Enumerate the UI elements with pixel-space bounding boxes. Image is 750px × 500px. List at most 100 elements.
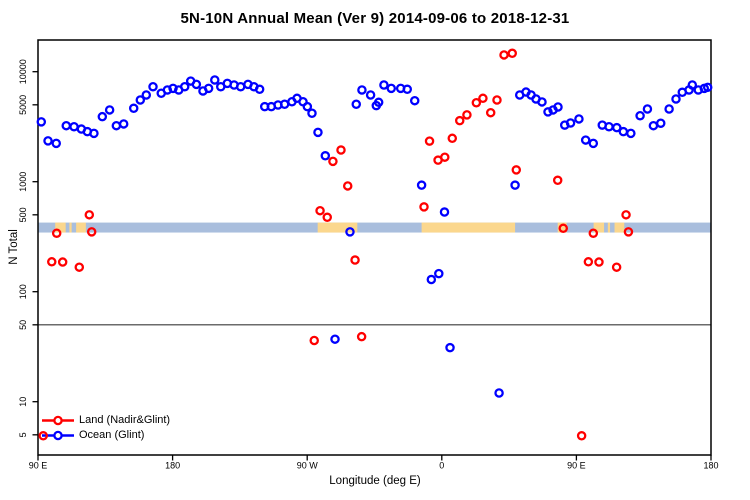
- data-point-ocean: [580, 135, 591, 145]
- data-point-land: [84, 210, 95, 220]
- data-point-ocean: [642, 104, 653, 114]
- data-point-land: [485, 107, 496, 118]
- data-point-land: [492, 95, 502, 105]
- data-point-ocean: [345, 227, 355, 237]
- legend-marker-ocean: [53, 430, 63, 441]
- map-strip-ocean: [38, 222, 711, 233]
- data-point-ocean: [148, 81, 158, 92]
- data-point-ocean: [386, 83, 397, 94]
- data-point-ocean: [588, 138, 599, 149]
- data-point-ocean: [351, 99, 362, 109]
- data-point-ocean: [702, 82, 713, 93]
- y-tick-label: 500: [18, 207, 28, 222]
- data-point-ocean: [302, 101, 313, 112]
- data-point-ocean: [565, 118, 576, 128]
- legend-marker-land: [53, 415, 63, 426]
- data-point-ocean: [365, 90, 376, 100]
- map-strip-land-patch: [69, 222, 72, 233]
- data-point-ocean: [445, 342, 455, 353]
- data-point-land: [309, 335, 319, 346]
- data-point-ocean: [330, 334, 340, 344]
- y-tick-label: 5: [18, 432, 28, 437]
- y-tick-label: 100: [18, 284, 28, 299]
- y-tick-label: 5000: [18, 95, 28, 115]
- legend-label-ocean: Ocean (Glint): [79, 429, 145, 441]
- data-point-ocean: [51, 138, 61, 149]
- data-point-ocean: [426, 274, 437, 285]
- data-point-ocean: [179, 81, 190, 92]
- data-point-ocean: [439, 207, 450, 217]
- data-point-ocean: [36, 117, 47, 127]
- data-point-ocean: [671, 94, 681, 104]
- data-point-land: [552, 175, 563, 186]
- data-point-land: [342, 181, 353, 191]
- data-point-ocean: [235, 81, 246, 92]
- data-point-ocean: [655, 118, 666, 128]
- data-point-ocean: [320, 151, 331, 161]
- data-point-ocean: [97, 111, 108, 122]
- map-strip-land-patch: [593, 222, 605, 233]
- data-point-land: [350, 255, 360, 265]
- data-point-ocean: [409, 95, 420, 106]
- data-point-land: [424, 136, 435, 146]
- y-tick-label: 1000: [18, 172, 28, 192]
- data-point-land: [74, 262, 85, 272]
- data-point-ocean: [379, 80, 389, 90]
- data-point-land: [47, 257, 57, 267]
- data-point-land: [462, 110, 472, 120]
- y-tick-label: 50: [18, 320, 28, 330]
- data-point-ocean: [574, 114, 584, 124]
- data-point-ocean: [89, 128, 99, 139]
- data-point-ocean: [313, 127, 323, 138]
- map-strip-land-patch: [55, 222, 66, 233]
- data-point-land: [322, 212, 332, 223]
- data-point-land: [594, 257, 604, 267]
- data-point-ocean: [135, 95, 146, 105]
- data-point-land: [447, 133, 458, 144]
- map-strip-land-patch: [421, 222, 516, 233]
- data-point-ocean: [118, 119, 129, 129]
- data-point-land: [471, 98, 482, 108]
- data-point-ocean: [618, 126, 629, 137]
- data-point-ocean: [510, 180, 520, 190]
- data-point-ocean: [357, 85, 367, 95]
- data-point-ocean: [373, 97, 384, 108]
- y-tick-label: 10000: [18, 59, 28, 84]
- map-strip-land-patch: [557, 222, 567, 233]
- data-point-land: [511, 165, 522, 175]
- data-point-ocean: [635, 110, 645, 121]
- data-point-ocean: [494, 388, 504, 398]
- plot-border: [37, 39, 712, 456]
- data-point-ocean: [553, 102, 563, 112]
- data-point-land: [86, 227, 97, 237]
- data-point-ocean: [191, 79, 202, 90]
- data-point-ocean: [543, 107, 553, 117]
- x-tick-label: 180: [165, 461, 180, 471]
- data-point-ocean: [279, 99, 290, 109]
- y-axis-title: N Total: [8, 229, 20, 265]
- data-point-ocean: [210, 75, 220, 85]
- data-point-ocean: [61, 120, 72, 131]
- data-point-land: [611, 262, 622, 272]
- data-point-land: [336, 145, 346, 155]
- data-point-ocean: [604, 121, 614, 132]
- data-point-ocean: [537, 97, 547, 107]
- data-point-land: [621, 210, 631, 220]
- x-tick-label: 0: [439, 461, 444, 471]
- y-tick-label: 10: [18, 397, 28, 407]
- data-point-land: [419, 202, 429, 212]
- data-point-land: [499, 50, 509, 60]
- data-point-ocean: [111, 120, 122, 131]
- data-point-ocean: [434, 268, 444, 279]
- x-tick-label: 180: [703, 461, 718, 471]
- data-point-land: [315, 205, 325, 216]
- legend-label-land: Land (Nadir&Glint): [79, 414, 171, 426]
- map-strip-land-patch: [76, 222, 86, 233]
- data-point-ocean: [612, 122, 622, 133]
- data-point-land: [38, 431, 48, 441]
- data-point-land: [57, 257, 68, 267]
- data-point-ocean: [687, 80, 698, 90]
- data-point-ocean: [648, 120, 659, 131]
